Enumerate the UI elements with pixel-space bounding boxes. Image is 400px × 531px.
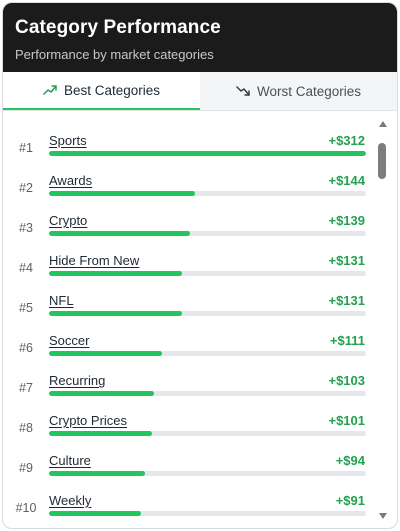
performance-bar-fill bbox=[49, 391, 154, 396]
performance-bar-track bbox=[49, 271, 366, 276]
category-value: +$111 bbox=[329, 333, 365, 348]
performance-bar-track bbox=[49, 151, 366, 156]
category-name-link[interactable]: Weekly bbox=[49, 493, 92, 508]
list-item[interactable]: #7 Recurring +$103 bbox=[3, 361, 397, 401]
performance-bar-track bbox=[49, 511, 366, 516]
category-name-link[interactable]: NFL bbox=[49, 293, 74, 308]
tab-worst-categories-label: Worst Categories bbox=[256, 83, 362, 99]
scrollbar-thumb[interactable] bbox=[378, 143, 386, 179]
list-item[interactable]: #8 Crypto Prices +$101 bbox=[3, 401, 397, 441]
category-value: +$144 bbox=[328, 173, 365, 188]
category-rank: #10 bbox=[15, 501, 37, 515]
list-item[interactable]: #3 Crypto +$139 bbox=[3, 201, 397, 241]
trending-down-icon bbox=[236, 86, 250, 96]
category-name-link[interactable]: Recurring bbox=[49, 373, 106, 388]
performance-bar-track bbox=[49, 391, 366, 396]
trending-up-icon bbox=[43, 85, 57, 95]
category-list: #1 Sports +$312 #2 Awards +$144 #3 Crypto +$139 #… bbox=[3, 111, 397, 521]
category-name-link[interactable]: Awards bbox=[49, 173, 93, 188]
list-item[interactable]: #6 Soccer +$111 bbox=[3, 321, 397, 361]
list-item[interactable]: #10 Weekly +$91 bbox=[3, 481, 397, 521]
category-list-container: #1 Sports +$312 #2 Awards +$144 #3 Crypto +$139 #… bbox=[3, 111, 397, 527]
category-rank: #1 bbox=[19, 141, 33, 155]
list-item[interactable]: #5 NFL +$131 bbox=[3, 281, 397, 321]
category-name-link[interactable]: Sports bbox=[49, 133, 87, 148]
performance-bar-track bbox=[49, 191, 366, 196]
category-value: +$103 bbox=[328, 373, 365, 388]
category-rank: #5 bbox=[19, 301, 33, 315]
performance-bar-fill bbox=[49, 271, 183, 276]
list-item[interactable]: #1 Sports +$312 bbox=[3, 121, 397, 161]
performance-bar-track bbox=[49, 431, 366, 436]
category-rank: #7 bbox=[19, 381, 33, 395]
category-rank: #6 bbox=[19, 341, 33, 355]
category-value: +$94 bbox=[335, 453, 365, 468]
performance-bar-fill bbox=[49, 311, 183, 316]
category-rank: #8 bbox=[19, 421, 33, 435]
category-name-link[interactable]: Culture bbox=[49, 453, 91, 468]
panel-title: Category Performance bbox=[15, 17, 221, 38]
performance-bar-track bbox=[49, 471, 366, 476]
category-name-link[interactable]: Crypto Prices bbox=[49, 413, 128, 428]
tab-best-categories-label: Best Categories bbox=[63, 82, 161, 98]
category-value: +$101 bbox=[328, 413, 365, 428]
category-rank: #2 bbox=[19, 181, 33, 195]
list-item[interactable]: #4 Hide From New +$131 bbox=[3, 241, 397, 281]
panel-subtitle: Performance by market categories bbox=[15, 47, 214, 62]
category-rank: #4 bbox=[19, 261, 33, 275]
tab-bar: Best Categories Worst Categories bbox=[3, 72, 397, 111]
performance-bar-fill bbox=[49, 471, 145, 476]
category-value: +$139 bbox=[328, 213, 365, 228]
performance-bar-fill bbox=[49, 231, 191, 236]
performance-bar-fill bbox=[49, 191, 196, 196]
performance-bar-fill bbox=[49, 151, 366, 156]
scroll-down-arrow-icon[interactable] bbox=[379, 513, 387, 519]
tab-best-categories[interactable]: Best Categories bbox=[3, 72, 200, 110]
category-name-link[interactable]: Crypto bbox=[49, 213, 88, 228]
category-rank: #3 bbox=[19, 221, 33, 235]
tab-worst-categories[interactable]: Worst Categories bbox=[200, 72, 397, 110]
performance-bar-fill bbox=[49, 511, 142, 516]
category-value: +$91 bbox=[335, 493, 365, 508]
scroll-up-arrow-icon[interactable] bbox=[379, 121, 387, 127]
panel-header: Category Performance Performance by mark… bbox=[3, 3, 397, 72]
performance-bar-track bbox=[49, 351, 366, 356]
scrollbar[interactable] bbox=[377, 117, 389, 521]
category-rank: #9 bbox=[19, 461, 33, 475]
performance-bar-track bbox=[49, 231, 366, 236]
category-value: +$312 bbox=[328, 133, 365, 148]
performance-bar-fill bbox=[49, 351, 162, 356]
category-name-link[interactable]: Hide From New bbox=[49, 253, 140, 268]
list-item[interactable]: #2 Awards +$144 bbox=[3, 161, 397, 201]
category-value: +$131 bbox=[328, 253, 365, 268]
list-item[interactable]: #9 Culture +$94 bbox=[3, 441, 397, 481]
category-name-link[interactable]: Soccer bbox=[49, 333, 90, 348]
category-value: +$131 bbox=[328, 293, 365, 308]
performance-bar-track bbox=[49, 311, 366, 316]
performance-bar-fill bbox=[49, 431, 152, 436]
